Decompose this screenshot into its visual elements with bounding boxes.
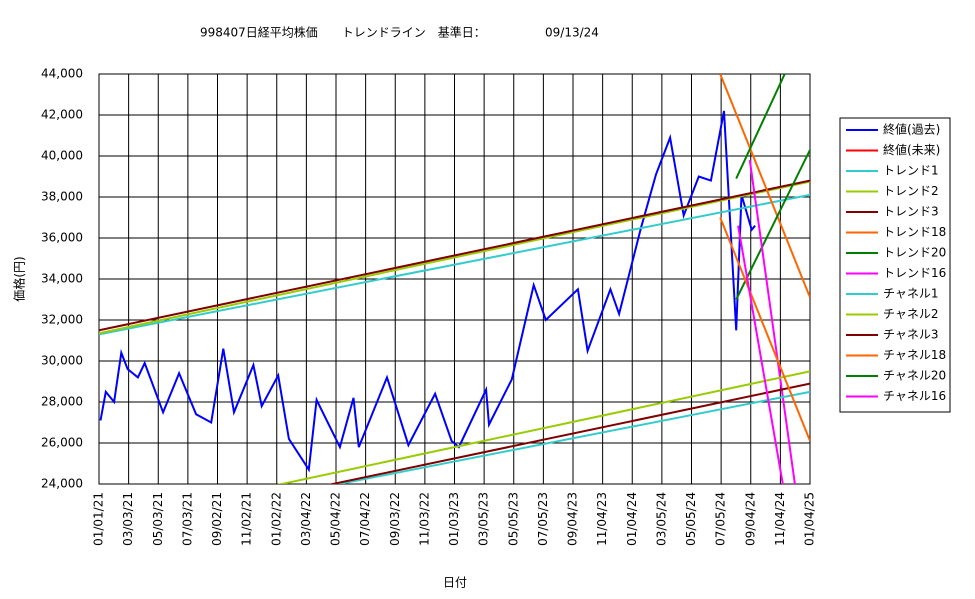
x-tick-label: 03/05/24 — [654, 492, 668, 546]
x-tick-label: 11/03/22 — [417, 492, 431, 546]
series-line — [735, 74, 786, 180]
legend-label: 終値(未来) — [883, 142, 940, 157]
x-tick-label: 05/05/23 — [506, 492, 520, 546]
y-tick-label: 28,000 — [41, 395, 83, 409]
x-tick-label: 01/02/22 — [269, 492, 283, 546]
series-group — [99, 74, 810, 484]
y-tick-label: 44,000 — [41, 67, 83, 81]
x-tick-label: 11/02/21 — [240, 492, 254, 546]
x-tick-label: 01/03/23 — [447, 492, 461, 546]
x-tick-label: 11/04/23 — [595, 492, 609, 546]
series-line — [719, 74, 810, 298]
chart-subtitle: 09/13/24 — [545, 26, 599, 40]
x-tick-label: 09/04/23 — [566, 492, 580, 546]
x-tick-label: 05/05/24 — [684, 492, 698, 546]
x-tick-label: 07/05/23 — [536, 492, 550, 546]
legend-label: チャネル3 — [883, 328, 939, 342]
x-tick-label: 09/02/21 — [210, 492, 224, 546]
legend-label: 終値(過去) — [883, 122, 940, 137]
y-axis-label: 価格(円) — [12, 256, 27, 301]
x-tick-label: 01/04/25 — [803, 492, 817, 546]
y-tick-label: 40,000 — [41, 149, 83, 163]
y-tick-label: 36,000 — [41, 231, 83, 245]
series-line — [99, 180, 810, 335]
y-tick-label: 42,000 — [41, 108, 83, 122]
y-tick-label: 24,000 — [41, 477, 83, 491]
series-line — [737, 225, 784, 484]
x-tick-label: 09/03/22 — [388, 492, 402, 546]
series-line — [99, 110, 756, 473]
x-axis-label: 日付 — [443, 576, 467, 590]
series-line — [735, 149, 810, 300]
legend-label: トレンド3 — [883, 205, 939, 219]
x-tick-label: 07/03/21 — [180, 492, 194, 546]
x-tick-label: 03/05/23 — [477, 492, 491, 546]
series-line — [719, 217, 810, 442]
x-tick-label: 03/04/22 — [299, 492, 313, 546]
x-tick-label: 01/01/21 — [92, 492, 106, 546]
y-tick-label: 30,000 — [41, 354, 83, 368]
legend-label: チャネル20 — [883, 369, 946, 383]
series-line — [748, 159, 796, 484]
legend-label: トレンド2 — [883, 184, 939, 198]
legend-label: チャネル1 — [883, 287, 939, 301]
chart-title: 998407日経平均株価 トレンドライン 基準日： — [200, 25, 486, 40]
legend-label: チャネル16 — [883, 389, 946, 403]
y-tick-label: 26,000 — [41, 436, 83, 450]
series-line — [327, 382, 810, 484]
x-tick-label: 05/04/22 — [329, 492, 343, 546]
legend-label: トレンド18 — [883, 225, 946, 239]
legend-label: チャネル2 — [883, 307, 939, 321]
x-tick-label: 07/04/22 — [358, 492, 372, 546]
legend-label: チャネル18 — [883, 348, 946, 362]
x-tick-label: 11/04/24 — [773, 492, 787, 546]
legend-label: トレンド16 — [883, 266, 946, 280]
series-line — [99, 179, 810, 332]
legend-box — [839, 117, 951, 413]
x-tick-label: 05/03/21 — [151, 492, 165, 546]
y-tick-label: 34,000 — [41, 272, 83, 286]
series-line — [276, 370, 810, 484]
series-line — [334, 390, 810, 484]
x-tick-label: 09/04/24 — [743, 492, 757, 546]
legend-label: トレンド1 — [883, 164, 939, 178]
x-tick-label: 07/05/24 — [714, 492, 728, 546]
y-tick-label: 38,000 — [41, 190, 83, 204]
x-tick-label: 03/03/21 — [121, 492, 135, 546]
legend-label: トレンド20 — [883, 246, 946, 260]
series-line — [99, 193, 810, 336]
x-tick-label: 01/04/24 — [625, 492, 639, 546]
y-tick-label: 32,000 — [41, 313, 83, 327]
